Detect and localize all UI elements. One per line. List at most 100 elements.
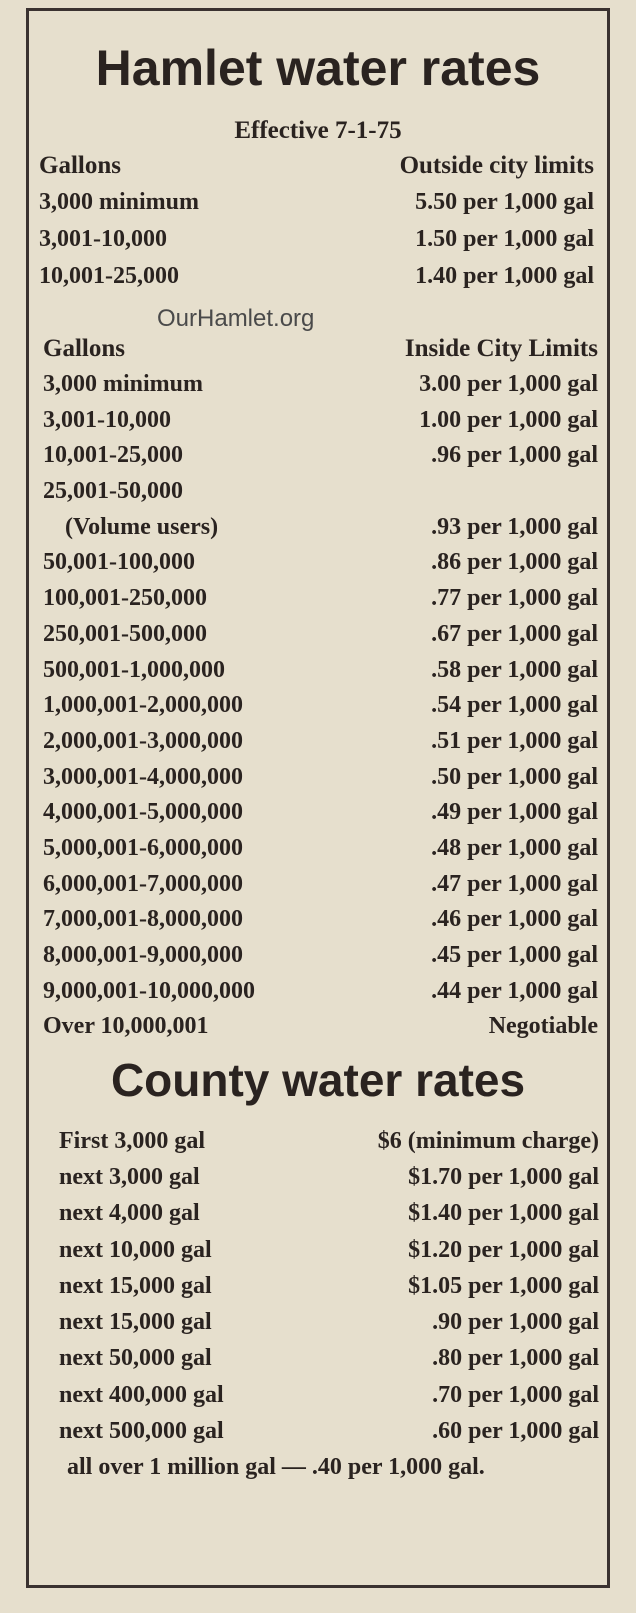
county-title: County water rates [110, 1054, 526, 1106]
rate-cell: .58 per 1,000 gal [431, 656, 598, 683]
gallons-cell: 3,001-10,000 [43, 406, 171, 433]
rate-cell: .70 per 1,000 gal [432, 1381, 599, 1408]
rate-row: 250,001-500,000 .67 per 1,000 gal [43, 617, 598, 653]
rate-row: 6,000,001-7,000,000 .47 per 1,000 gal [43, 866, 598, 902]
rate-row: next 50,000 gal .80 per 1,000 gal [59, 1341, 599, 1377]
gallons-cell: 3,000 minimum [39, 189, 200, 215]
gallons-cell: 25,001-50,000 [43, 478, 183, 505]
rate-cell: .48 per 1,000 gal [431, 834, 598, 861]
rate-row: 500,001-1,000,000 .58 per 1,000 gal [43, 652, 598, 688]
rate-row: 7,000,001-8,000,000 .46 per 1,000 gal [43, 902, 598, 938]
gallons-cell: next 500,000 gal [59, 1418, 224, 1445]
gallons-cell: next 15,000 gal [59, 1272, 212, 1299]
gallons-cell: next 15,000 gal [59, 1309, 212, 1336]
gallons-cell: next 50,000 gal [59, 1345, 212, 1372]
rate-cell: .51 per 1,000 gal [431, 727, 598, 754]
rate-cell: $1.05 per 1,000 gal [408, 1272, 599, 1299]
county-rates: First 3,000 gal $6 (minimum charge) next 3… [59, 1123, 599, 1450]
rate-row: 2,000,001-3,000,000 .51 per 1,000 gal [43, 724, 598, 760]
rate-row: Over 10,000,001 Negotiable [43, 1009, 598, 1045]
rate-cell: .86 per 1,000 gal [431, 549, 598, 576]
rate-cell: 5.50 per 1,000 gal [415, 189, 594, 215]
rate-cell: Outside city limits [399, 151, 594, 179]
rate-cell: .60 per 1,000 gal [432, 1418, 599, 1445]
rate-row: next 10,000 gal $1.20 per 1,000 gal [59, 1232, 599, 1268]
gallons-cell: 10,001-25,000 [39, 263, 179, 289]
rate-row: Gallons Outside city limits [39, 147, 594, 184]
effective-date: Effective 7-1-75 [234, 117, 402, 144]
gallons-cell: 100,001-250,000 [43, 585, 207, 612]
gallons-cell: 50,001-100,000 [43, 549, 195, 576]
gallons-cell: 9,000,001-10,000,000 [43, 977, 255, 1004]
rate-row: 4,000,001-5,000,000 .49 per 1,000 gal [43, 795, 598, 831]
gallons-cell: 3,000,001-4,000,000 [43, 763, 243, 790]
gallons-cell: 6,000,001-7,000,000 [43, 870, 243, 897]
rate-cell: $1.40 per 1,000 gal [408, 1200, 599, 1227]
rate-cell: 1.40 per 1,000 gal [415, 263, 594, 289]
gallons-cell: 2,000,001-3,000,000 [43, 727, 243, 754]
rate-cell: .46 per 1,000 gal [431, 906, 598, 933]
rate-cell: 1.50 per 1,000 gal [415, 226, 594, 252]
gallons-cell: 250,001-500,000 [43, 620, 207, 647]
gallons-cell: next 10,000 gal [59, 1236, 212, 1263]
rate-row: 100,001-250,000 .77 per 1,000 gal [43, 581, 598, 617]
rate-row: 8,000,001-9,000,000 .45 per 1,000 gal [43, 938, 598, 974]
rate-row: (Volume users) .93 per 1,000 gal [43, 509, 598, 545]
gallons-cell: 8,000,001-9,000,000 [43, 942, 243, 969]
gallons-cell: 10,001-25,000 [43, 442, 183, 469]
rate-cell: .80 per 1,000 gal [432, 1345, 599, 1372]
rate-cell: Negotiable [488, 1013, 598, 1040]
gallons-cell: Over 10,000,001 [43, 1013, 209, 1040]
rate-cell: .90 per 1,000 gal [432, 1309, 599, 1336]
rate-cell: .47 per 1,000 gal [431, 870, 598, 897]
rate-row: 3,001-10,000 1.50 per 1,000 gal [39, 221, 594, 258]
watermark: OurHamlet.org [157, 305, 315, 332]
rate-row: next 4,000 gal $1.40 per 1,000 gal [59, 1196, 599, 1232]
rate-row: next 500,000 gal .60 per 1,000 gal [59, 1413, 599, 1449]
rate-cell: .44 per 1,000 gal [431, 977, 598, 1004]
hamlet-title: Hamlet water rates [95, 40, 541, 96]
rate-row: 10,001-25,000 .96 per 1,000 gal [43, 438, 598, 474]
rate-row: Gallons Inside City Limits [43, 331, 598, 367]
rate-cell: .67 per 1,000 gal [431, 620, 598, 647]
rate-row: 3,000,001-4,000,000 .50 per 1,000 gal [43, 759, 598, 795]
rate-row: 1,000,001-2,000,000 .54 per 1,000 gal [43, 688, 598, 724]
clipping-frame: Hamlet water rates Effective 7-1-75 Gall… [26, 8, 610, 1588]
rate-cell: $6 (minimum charge) [377, 1127, 599, 1154]
county-note: all over 1 million gal — .40 per 1,000 g… [67, 1454, 485, 1480]
gallons-cell: 3,000 minimum [43, 371, 204, 398]
gallons-cell: First 3,000 gal [59, 1127, 205, 1154]
gallons-cell: Gallons [39, 151, 121, 179]
rate-cell: .96 per 1,000 gal [431, 442, 598, 469]
gallons-cell: 3,001-10,000 [39, 226, 167, 252]
rate-row: 3,000 minimum 5.50 per 1,000 gal [39, 184, 594, 221]
rate-row: First 3,000 gal $6 (minimum charge) [59, 1123, 599, 1159]
rate-cell: Inside City Limits [404, 334, 598, 362]
rate-cell: .77 per 1,000 gal [431, 585, 598, 612]
rate-row: 3,001-10,000 1.00 per 1,000 gal [43, 402, 598, 438]
rate-cell: $1.70 per 1,000 gal [408, 1163, 599, 1190]
gallons-cell: next 4,000 gal [59, 1200, 200, 1227]
gallons-cell: 5,000,001-6,000,000 [43, 834, 243, 861]
rate-cell: .49 per 1,000 gal [431, 799, 598, 826]
gallons-cell: (Volume users) [65, 513, 219, 540]
rate-cell: .54 per 1,000 gal [431, 692, 598, 719]
rate-row: 5,000,001-6,000,000 .48 per 1,000 gal [43, 831, 598, 867]
rate-row: 25,001-50,000 [43, 474, 598, 510]
rate-cell: $1.20 per 1,000 gal [408, 1236, 599, 1263]
rate-row: 3,000 minimum 3.00 per 1,000 gal [43, 367, 598, 403]
rate-cell: .93 per 1,000 gal [431, 513, 598, 540]
rate-cell: .45 per 1,000 gal [431, 942, 598, 969]
gallons-cell: next 3,000 gal [59, 1163, 200, 1190]
outside-rates: Gallons Outside city limits 3,000 minimum 5… [39, 147, 594, 295]
gallons-cell: 500,001-1,000,000 [43, 656, 225, 683]
rate-row: next 400,000 gal .70 per 1,000 gal [59, 1377, 599, 1413]
rate-cell: .50 per 1,000 gal [431, 763, 598, 790]
rate-row: 9,000,001-10,000,000 .44 per 1,000 gal [43, 973, 598, 1009]
gallons-cell: 4,000,001-5,000,000 [43, 799, 243, 826]
rate-row: next 3,000 gal $1.70 per 1,000 gal [59, 1159, 599, 1195]
rate-row: next 15,000 gal $1.05 per 1,000 gal [59, 1268, 599, 1304]
rate-cell: 3.00 per 1,000 gal [419, 371, 598, 398]
inside-rates: Gallons Inside City Limits 3,000 minimum 3.… [43, 331, 598, 1045]
